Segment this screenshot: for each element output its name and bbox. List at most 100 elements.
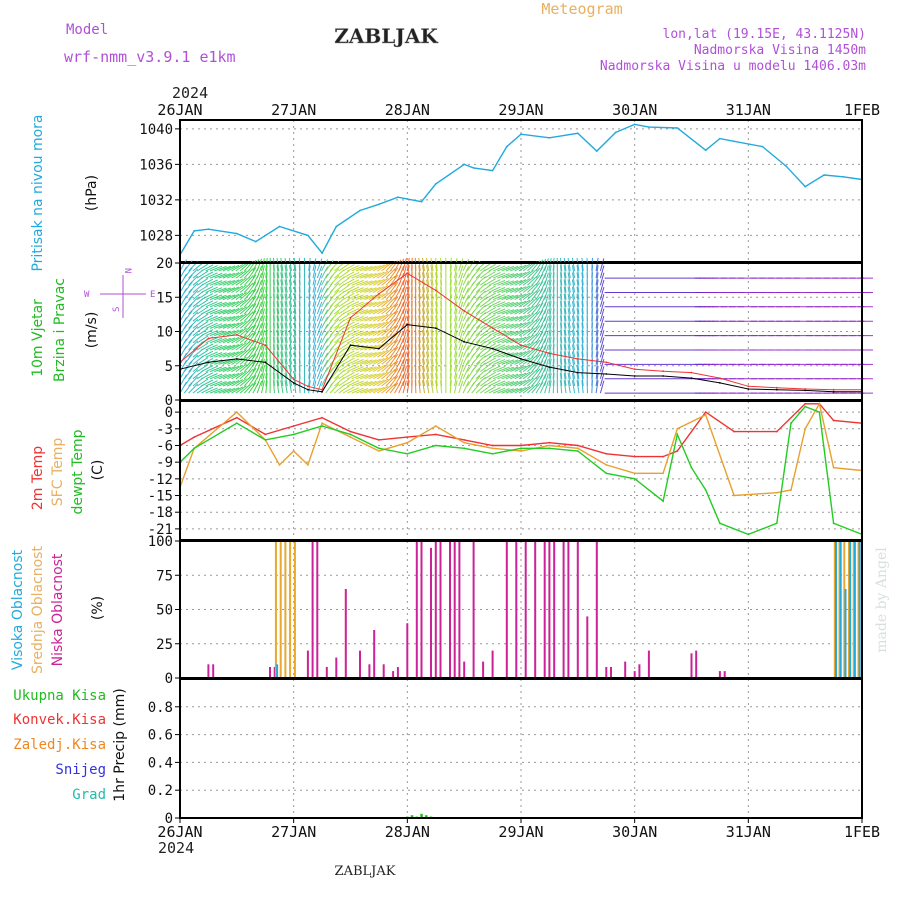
pressure-point-0-5 [278, 225, 281, 228]
clouds-bar-0-17 [415, 541, 418, 678]
precip-legend-conv: Konvek.Kisa [13, 712, 106, 728]
clouds-bar-0-37 [567, 541, 570, 678]
clouds-bar-0-30 [515, 541, 518, 678]
compass-east: E [150, 290, 155, 300]
clouds-bar-0-39 [586, 616, 589, 678]
wind-barb-group-13 [235, 263, 247, 394]
clouds-bar-0-38 [576, 541, 579, 678]
clouds-bar-1-1 [279, 541, 282, 678]
top-tick-label-1: 27JAN [271, 101, 316, 119]
wind-barb-group-8 [214, 265, 227, 394]
wind-point-0-8 [378, 347, 380, 350]
bottom-axis-tick-labels: 26JAN 27JAN 28JAN 29JAN 30JAN 31JAN 1FEB [157, 818, 880, 841]
precip-legend-snow: Snijeg [55, 762, 106, 778]
wind-barb-group-59 [430, 258, 434, 394]
model-elevation-label: Nadmorska Visina u modelu 1406.03m [600, 59, 866, 74]
wind-point-1-9 [406, 272, 409, 275]
wind-barb-group-39 [347, 264, 360, 394]
wind-barb-group-68 [471, 260, 481, 394]
wind-barb-group-32 [316, 258, 323, 394]
ytick-label-0-3: 1040 [139, 122, 173, 138]
watermark: made by Angel [874, 547, 890, 653]
precip-legend-hail: Grad [72, 787, 106, 803]
wind-compass-legend: N W E S [84, 268, 155, 318]
temperature-point-0-20 [733, 430, 735, 433]
wind-point-0-16 [605, 373, 608, 375]
wind-barb-group-91 [567, 258, 571, 394]
clouds-bar-1-6 [838, 541, 841, 678]
temperature-point-0-1 [193, 436, 196, 438]
wind-barb-group-4 [196, 263, 209, 394]
cloud-ylabel-high: Visoka Oblacnost [10, 549, 26, 670]
cloud-ylabel-low: Niska Oblacnost [50, 553, 66, 666]
temperature-point-0-3 [264, 433, 267, 436]
pressure-point-0-13 [434, 183, 437, 185]
clouds-bar-0-19 [430, 547, 432, 678]
temperature-point-1-24 [790, 489, 792, 491]
clouds-bar-0-27 [482, 661, 485, 678]
wind-point-0-1 [207, 361, 210, 364]
wind-barb-group-43 [364, 265, 377, 394]
clouds-bar-0-32 [534, 541, 537, 678]
top-tick-label-2: 28JAN [385, 101, 430, 119]
clouds-bar-0-43 [624, 661, 627, 678]
pressure-point-0-21 [595, 150, 598, 153]
precip-unit: 1hr Precip (mm) [112, 688, 128, 801]
clouds-bar-0-14 [392, 671, 395, 678]
temperature-point-2-15 [605, 472, 608, 475]
clouds-bar-0-3 [273, 667, 276, 678]
wind-barb-group-20 [265, 257, 268, 394]
wind-barb-group-7 [209, 265, 223, 394]
pressure-point-0-27 [719, 137, 721, 140]
wind-barb-group-56 [418, 257, 421, 394]
pressure-point-0-8 [335, 225, 338, 228]
elevation-label: Nadmorska Visina 1450m [694, 43, 866, 58]
ytick-label-4-2: 0.4 [148, 755, 173, 771]
temperature-point-2-1 [193, 447, 196, 450]
pressure-point-0-30 [785, 165, 788, 168]
clouds-bar-1-10 [857, 541, 860, 678]
ytick-label-2-2: -6 [156, 438, 173, 454]
wind-series-1 [179, 272, 862, 391]
clouds-bar-0-42 [610, 667, 612, 678]
wind-barb-group-71 [484, 263, 496, 394]
ytick-label-2-5: -15 [148, 489, 173, 505]
ytick-label-0-1: 1032 [139, 193, 173, 209]
clouds-bar-0-8 [335, 657, 338, 678]
pressure-point-0-24 [648, 126, 650, 128]
wind-barb-group-25 [284, 258, 288, 394]
ytick-label-3-3: 75 [156, 568, 173, 584]
wind-point-1-11 [463, 310, 466, 312]
wind-barb-group-40 [351, 265, 364, 394]
temperature-point-0-5 [321, 416, 323, 419]
temperature-panel: 0-3-6-9-12-15-18-21 [148, 400, 863, 541]
wind-unit: (m/s) [84, 312, 100, 349]
pressure-point-0-29 [761, 145, 764, 148]
clouds-bar-0-24 [458, 541, 461, 678]
wind-barb-group-64 [454, 258, 458, 394]
wind-barb-group-5 [201, 264, 214, 394]
wind-point-1-24 [832, 388, 835, 391]
ytick-label-1-2: 10 [156, 325, 173, 341]
pressure-unit: (hPa) [84, 175, 100, 211]
wind-barb-group-10 [222, 265, 236, 394]
temperature-point-1-7 [321, 422, 323, 425]
temp-unit: (C) [90, 460, 106, 481]
clouds-bar-0-12 [373, 630, 376, 678]
cloud-panel: 0 25 50 75 100 [148, 534, 863, 687]
precip-bar-0-1 [410, 815, 414, 818]
precip-panel: 0 0.2 0.4 0.6 0.8 [148, 678, 863, 827]
ytick-label-2-3: -9 [156, 455, 173, 471]
clouds-bar-0-4 [306, 650, 309, 678]
temperature-point-2-2 [235, 422, 238, 425]
temperature-point-2-25 [804, 405, 807, 408]
pressure-point-0-16 [491, 169, 494, 172]
wind-point-1-5 [307, 385, 309, 388]
clouds-bar-0-49 [718, 671, 721, 678]
ytick-label-3-1: 25 [156, 637, 173, 653]
precip-legend-total: Ukupna Kisa [13, 688, 106, 704]
pressure-point-0-18 [520, 133, 522, 136]
temp-ylabel-dew: dewpt Temp [70, 429, 86, 514]
temperature-point-1-17 [605, 464, 608, 466]
